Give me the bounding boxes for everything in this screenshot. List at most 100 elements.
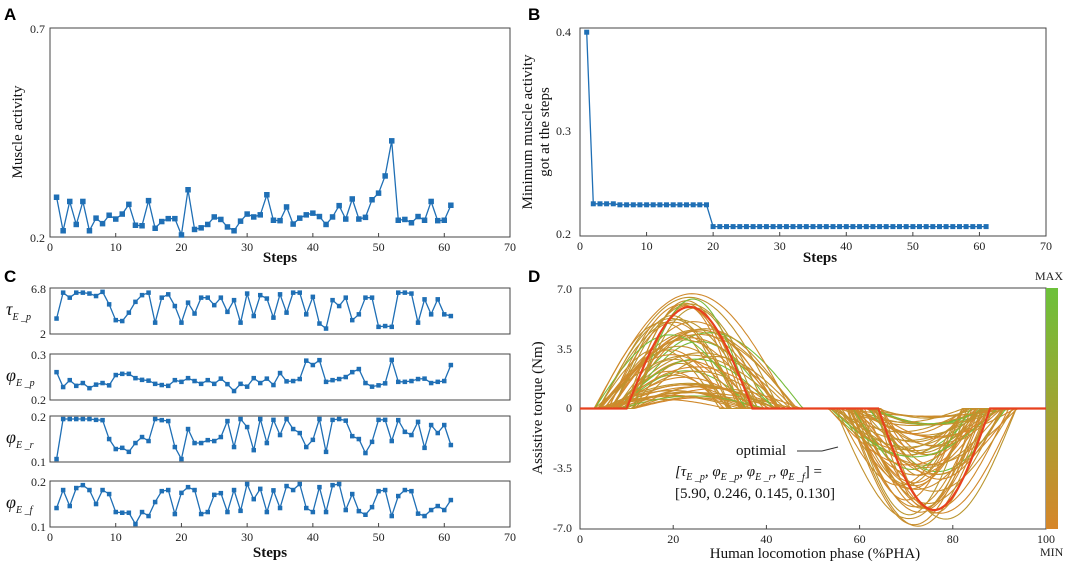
panel-c-2-point	[113, 446, 118, 452]
panel-c-3-point	[251, 496, 256, 502]
panel-c-3-point	[172, 511, 178, 517]
panel-b-point	[690, 202, 696, 208]
panel-c-3-point	[244, 481, 250, 487]
panel-a-point	[86, 228, 93, 234]
panel-c-0-point	[376, 324, 381, 330]
panel-d-xtick-label: 80	[947, 532, 959, 546]
panel-a-xtick-label: 20	[175, 240, 187, 254]
panel-a-xtick-label: 60	[438, 240, 450, 254]
panel-c-0-point	[120, 318, 125, 324]
panel-d: 0 20 40 60 80 100 7.0 3.5 0 -3.5 -7.0 Assisti…	[530, 269, 1064, 562]
panel-c-0-point	[343, 295, 348, 300]
panel-c-2-point	[74, 416, 79, 422]
eq-sub-4: E _f	[787, 472, 806, 483]
panel-c-ytick-top: 0.2	[31, 410, 46, 424]
panel-b-point	[743, 224, 749, 230]
panel-c-2-point	[139, 434, 145, 440]
panel-c-1-point	[389, 357, 394, 363]
panel-c-0-point	[100, 289, 105, 295]
annotation-equation: [τE _p, φE _p, φE _r, φE _f] =	[675, 464, 822, 483]
panel-c-2-point	[330, 417, 335, 423]
panel-b-point	[783, 224, 789, 230]
panel-c-3-point	[80, 482, 86, 488]
panel-c-3-point	[159, 488, 164, 494]
panel-c-0-point	[435, 297, 440, 302]
panel-c-param-label: τE _p	[6, 299, 31, 323]
panel-c-0-point	[93, 293, 99, 299]
panel-c-3-point	[402, 487, 408, 493]
panel-b-point	[910, 224, 916, 230]
panel-c-0-point	[231, 297, 237, 303]
panel-c-3-point	[336, 481, 342, 487]
panel-b-point	[684, 202, 689, 208]
panel-c-3-point	[442, 507, 447, 513]
panel-a-point	[362, 214, 369, 221]
panel-c-subplot-frame	[49, 480, 511, 528]
eq-sep-3: , φ	[773, 464, 789, 480]
panel-c-1-point	[106, 383, 112, 388]
panel-c-2-point	[448, 442, 454, 448]
panel-c-3-point	[205, 509, 210, 515]
panel-c-0-point	[146, 290, 151, 295]
panel-c-param-sub: E _r	[15, 440, 34, 451]
panel-b-point	[923, 224, 929, 230]
panel-c-0-point	[113, 317, 118, 323]
panel-c-1-point	[356, 366, 362, 372]
panel-a-point	[99, 220, 106, 227]
panel-c-0-point	[402, 290, 408, 295]
panel-b-point	[823, 224, 829, 230]
panel-d-letter: D	[528, 267, 540, 286]
panel-a-frame	[49, 27, 511, 238]
panel-c-2-point	[54, 456, 59, 462]
panel-b-point	[730, 224, 736, 230]
panel-c-3-point	[120, 510, 125, 515]
panel-c-1-point	[172, 377, 178, 383]
panel-c-1-point	[238, 381, 243, 387]
panel-b-point	[584, 29, 590, 35]
panel-b-point	[670, 202, 676, 208]
panel-c-3-point	[369, 504, 375, 510]
panel-c-0-point	[244, 291, 250, 296]
panel-c-3-point	[166, 487, 171, 493]
panel-c-1-point	[323, 379, 329, 385]
panel-c-3-point	[126, 510, 132, 515]
panel-c-param-label: φE _f	[6, 492, 34, 516]
panel-a-point	[126, 201, 132, 208]
panel-c-0-point	[212, 302, 217, 308]
panel-c-3-point	[218, 490, 224, 496]
panel-c-2-point	[185, 426, 191, 432]
panel-c-xtick-label: 70	[504, 530, 516, 544]
panel-b-point	[903, 224, 909, 230]
panel-c-2-point	[159, 417, 164, 423]
panel-c-3-point	[415, 511, 421, 516]
panel-d-xtick-label: 40	[760, 532, 772, 546]
panel-c-2-point	[67, 416, 72, 422]
panel-c-1-point	[126, 371, 132, 377]
panel-c-1-point	[113, 372, 118, 378]
panel-c-0-point	[422, 297, 427, 302]
panel-c-2-point	[297, 430, 302, 436]
panel-c-3-point	[343, 507, 348, 513]
panel-c-xtick-label: 40	[307, 530, 319, 544]
panel-c-2-point	[369, 439, 375, 445]
panel-c-1-point	[198, 381, 204, 387]
panel-c-1-point	[350, 369, 355, 375]
panel-c-3-point	[297, 481, 302, 487]
panel-c-3-point	[100, 487, 105, 493]
panel-b-ytick-2: 0.2	[556, 227, 571, 241]
panel-c-0-point	[448, 313, 454, 319]
panel-c-0-point	[356, 312, 362, 317]
panel-c-2-point	[310, 437, 316, 443]
panel-a-point	[369, 197, 375, 203]
panel-b-point	[604, 201, 610, 207]
panel-b-frame	[579, 27, 1047, 237]
panel-c-2-point	[205, 437, 210, 443]
panel-a-point	[408, 220, 415, 226]
panel-c-0-point	[205, 295, 210, 300]
panel-a-point	[119, 211, 125, 217]
annotation-values: [5.90, 0.246, 0.145, 0.130]	[675, 486, 835, 502]
panel-a-point	[178, 232, 185, 238]
panel-c-1-point	[100, 380, 105, 386]
panel-a-xtick-label: 50	[373, 240, 385, 254]
panel-c-0-point	[350, 317, 355, 323]
